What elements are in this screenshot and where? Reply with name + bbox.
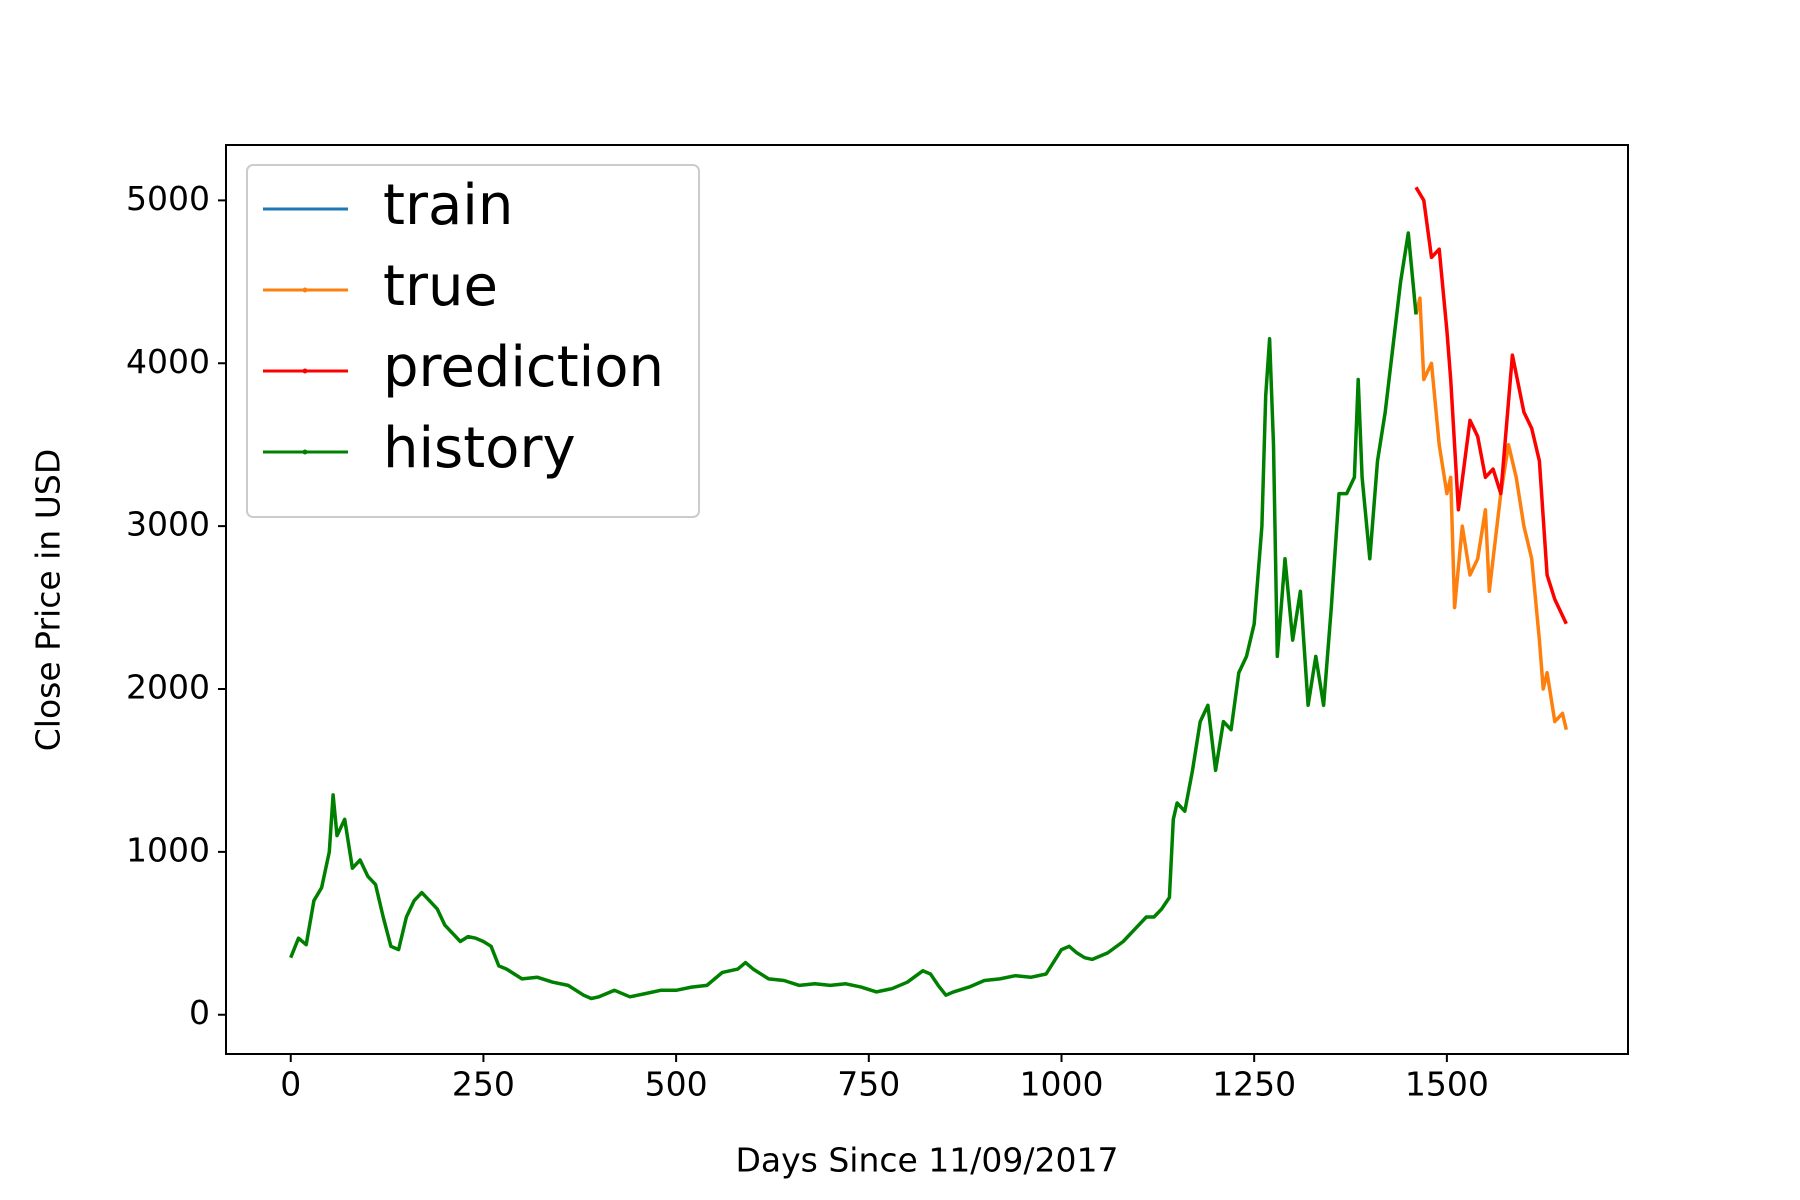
series-line: [289, 231, 1418, 1001]
legend-box: [246, 164, 700, 518]
x-tick-label: 500: [645, 1065, 708, 1104]
series-line: [1414, 186, 1568, 625]
x-tick-label: 250: [452, 1065, 515, 1104]
y-tick-label: 4000: [126, 342, 210, 381]
x-tick-label: 1500: [1405, 1065, 1489, 1104]
legend-marker: [302, 287, 308, 293]
legend-label: true: [383, 254, 498, 319]
y-tick-label: 5000: [126, 179, 210, 218]
x-tick-label: 750: [837, 1065, 900, 1104]
x-axis-label: Days Since 11/09/2017: [735, 1141, 1118, 1180]
y-tick-label: 3000: [126, 505, 210, 544]
y-tick-label: 1000: [126, 830, 210, 869]
plot-area: [289, 186, 1569, 1001]
x-tick-label: 1000: [1020, 1065, 1104, 1104]
legend: train true prediction history: [246, 164, 700, 518]
legend-label: prediction: [383, 335, 664, 400]
x-tick-label: 0: [280, 1065, 301, 1104]
x-tick-label: 1250: [1212, 1065, 1296, 1104]
y-axis-label: Close Price in USD: [29, 449, 68, 751]
legend-marker: [302, 368, 308, 374]
y-tick-label: 0: [189, 993, 210, 1032]
axes-frame: [225, 144, 1629, 1055]
legend-label: history: [383, 416, 576, 481]
y-tick-label: 2000: [126, 667, 210, 706]
legend-label: train: [383, 173, 513, 238]
series-line: [1414, 296, 1569, 731]
legend-marker: [302, 449, 308, 455]
